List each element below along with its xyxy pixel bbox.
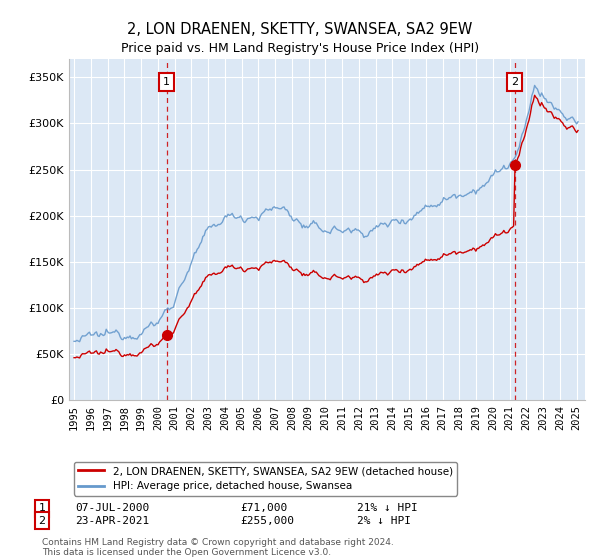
Text: 2: 2 xyxy=(511,77,518,87)
Text: 2, LON DRAENEN, SKETTY, SWANSEA, SA2 9EW: 2, LON DRAENEN, SKETTY, SWANSEA, SA2 9EW xyxy=(127,22,473,38)
Text: 2: 2 xyxy=(38,516,46,526)
Text: Contains HM Land Registry data © Crown copyright and database right 2024.
This d: Contains HM Land Registry data © Crown c… xyxy=(42,538,394,557)
Text: 2% ↓ HPI: 2% ↓ HPI xyxy=(357,516,411,526)
Text: 21% ↓ HPI: 21% ↓ HPI xyxy=(357,503,418,514)
Text: 1: 1 xyxy=(38,503,46,514)
Text: Price paid vs. HM Land Registry's House Price Index (HPI): Price paid vs. HM Land Registry's House … xyxy=(121,42,479,55)
Text: £71,000: £71,000 xyxy=(240,503,287,514)
Text: 1: 1 xyxy=(163,77,170,87)
Text: £255,000: £255,000 xyxy=(240,516,294,526)
Text: 07-JUL-2000: 07-JUL-2000 xyxy=(75,503,149,514)
Text: 23-APR-2021: 23-APR-2021 xyxy=(75,516,149,526)
Legend: 2, LON DRAENEN, SKETTY, SWANSEA, SA2 9EW (detached house), HPI: Average price, d: 2, LON DRAENEN, SKETTY, SWANSEA, SA2 9EW… xyxy=(74,462,457,496)
